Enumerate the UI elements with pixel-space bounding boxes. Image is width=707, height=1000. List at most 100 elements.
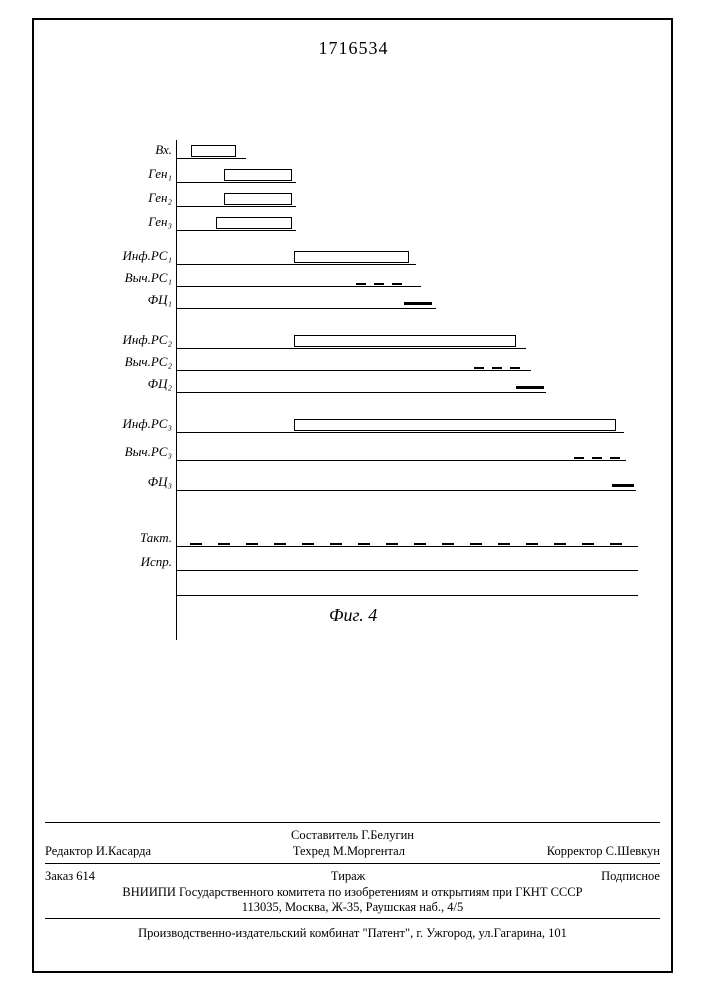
signal-row: Выч.РС₂ bbox=[94, 352, 644, 372]
x-axis bbox=[176, 595, 638, 596]
signal-label: Выч.РС₃ bbox=[94, 444, 172, 460]
signal-row: ФЦ₃ bbox=[94, 472, 644, 492]
signal-label: Инф.РС₁ bbox=[94, 248, 172, 264]
signal-baseline bbox=[176, 460, 626, 461]
signal-label: Ген₂ bbox=[94, 190, 172, 206]
signal-baseline bbox=[176, 392, 546, 393]
editor: Редактор И.Касарда bbox=[45, 844, 151, 859]
timing-diagram: Вх. Ген₁ Ген₂ Ген₃ Инф.РС₁ Выч.РС₁ ФЦ₁ Инф.РС₂ В… bbox=[94, 140, 644, 650]
signal-label: ФЦ₂ bbox=[94, 376, 172, 392]
dash bbox=[526, 543, 538, 545]
dash bbox=[190, 543, 202, 545]
colophon-row2: Редактор И.Касарда Техред М.Моргентал Ко… bbox=[45, 844, 660, 859]
dash bbox=[574, 457, 584, 459]
signal-baseline bbox=[176, 546, 638, 547]
rule-2 bbox=[45, 863, 660, 864]
dash bbox=[474, 367, 484, 369]
signal-row: Вх. bbox=[94, 140, 644, 160]
figure-caption: Фиг. 4 bbox=[329, 605, 377, 626]
signal-label: Выч.РС₁ bbox=[94, 270, 172, 286]
signal-label: Инф.РС₃ bbox=[94, 416, 172, 432]
pulse bbox=[294, 419, 616, 431]
dash bbox=[492, 367, 502, 369]
signal-label: Такт. bbox=[94, 530, 172, 546]
composer: Составитель Г.Белугин bbox=[45, 828, 660, 843]
pulse bbox=[191, 145, 236, 157]
dash bbox=[356, 283, 366, 285]
dash bbox=[358, 543, 370, 545]
signal-row: Выч.РС₁ bbox=[94, 268, 644, 288]
dash bbox=[374, 283, 384, 285]
pulse bbox=[216, 217, 292, 229]
tirage: Тираж bbox=[331, 869, 365, 884]
signal-baseline bbox=[176, 490, 636, 491]
signal-baseline bbox=[176, 432, 624, 433]
signal-baseline bbox=[176, 158, 246, 159]
signal-row: Такт. bbox=[94, 528, 644, 548]
address1: 113035, Москва, Ж-35, Раушская наб., 4/5 bbox=[45, 900, 660, 915]
signal-label: Испр. bbox=[94, 554, 172, 570]
signal-label: Ген₃ bbox=[94, 214, 172, 230]
sign: Подписное bbox=[601, 869, 660, 884]
dash bbox=[392, 283, 402, 285]
signal-baseline bbox=[176, 230, 296, 231]
signal-baseline bbox=[176, 570, 638, 571]
colophon-row5: 113035, Москва, Ж-35, Раушская наб., 4/5 bbox=[45, 900, 660, 915]
pulse bbox=[224, 169, 292, 181]
signal-baseline bbox=[176, 206, 296, 207]
signal-row: ФЦ₂ bbox=[94, 374, 644, 394]
dash bbox=[274, 543, 286, 545]
signal-row: Испр. bbox=[94, 552, 644, 572]
colophon-row4: ВНИИПИ Государственного комитета по изоб… bbox=[45, 885, 660, 900]
pulse bbox=[224, 193, 292, 205]
signal-row: Инф.РС₃ bbox=[94, 414, 644, 434]
dash bbox=[470, 543, 482, 545]
dash bbox=[498, 543, 510, 545]
rule-1 bbox=[45, 822, 660, 823]
colophon-row1: Составитель Г.Белугин bbox=[45, 828, 660, 843]
signal-row: Ген₁ bbox=[94, 164, 644, 184]
dash bbox=[246, 543, 258, 545]
order: Заказ 614 bbox=[45, 869, 95, 884]
signal-label: ФЦ₃ bbox=[94, 474, 172, 490]
pulse bbox=[294, 335, 516, 347]
dash bbox=[330, 543, 342, 545]
signal-label: Вх. bbox=[94, 142, 172, 158]
dash bbox=[442, 543, 454, 545]
dash bbox=[510, 367, 520, 369]
signal-row: Инф.РС₂ bbox=[94, 330, 644, 350]
dash bbox=[610, 543, 622, 545]
signal-baseline bbox=[176, 264, 416, 265]
signal-row: Ген₃ bbox=[94, 212, 644, 232]
address2: Производственно-издательский комбинат "П… bbox=[45, 926, 660, 941]
tick bbox=[516, 386, 544, 389]
tick bbox=[612, 484, 634, 487]
tick bbox=[404, 302, 432, 305]
dash bbox=[302, 543, 314, 545]
signal-baseline bbox=[176, 308, 436, 309]
signal-row: Ген₂ bbox=[94, 188, 644, 208]
signal-baseline bbox=[176, 286, 421, 287]
signal-row: Инф.РС₁ bbox=[94, 246, 644, 266]
rule-3 bbox=[45, 918, 660, 919]
dash bbox=[592, 457, 602, 459]
signal-baseline bbox=[176, 370, 531, 371]
dash bbox=[610, 457, 620, 459]
dash bbox=[218, 543, 230, 545]
dash bbox=[414, 543, 426, 545]
document-number: 1716534 bbox=[0, 38, 707, 59]
colophon-row6: Производственно-издательский комбинат "П… bbox=[45, 926, 660, 941]
dash bbox=[386, 543, 398, 545]
techred: Техред М.Моргентал bbox=[293, 844, 405, 859]
vniipi: ВНИИПИ Государственного комитета по изоб… bbox=[45, 885, 660, 900]
signal-label: Выч.РС₂ bbox=[94, 354, 172, 370]
signal-label: ФЦ₁ bbox=[94, 292, 172, 308]
signal-baseline bbox=[176, 182, 296, 183]
corrector: Корректор С.Шевкун bbox=[547, 844, 660, 859]
signal-baseline bbox=[176, 348, 526, 349]
signal-label: Инф.РС₂ bbox=[94, 332, 172, 348]
colophon-row3: Заказ 614 Тираж Подписное bbox=[45, 869, 660, 884]
signal-row: Выч.РС₃ bbox=[94, 442, 644, 462]
dash bbox=[554, 543, 566, 545]
signal-label: Ген₁ bbox=[94, 166, 172, 182]
